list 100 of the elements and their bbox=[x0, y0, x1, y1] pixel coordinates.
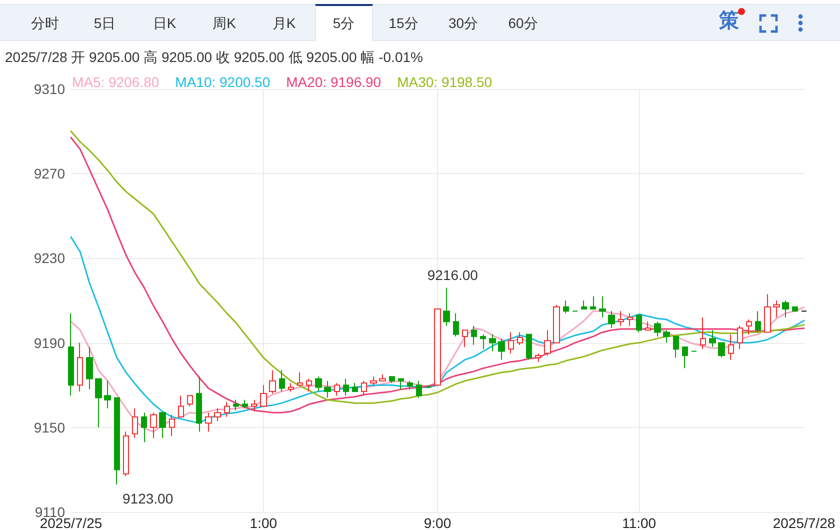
candlestick bbox=[224, 402, 230, 418]
candlestick bbox=[233, 399, 239, 411]
candlestick bbox=[407, 380, 413, 390]
candlestick bbox=[297, 372, 303, 386]
text: 30分 bbox=[448, 14, 478, 32]
candlestick bbox=[132, 408, 138, 438]
candlestick bbox=[288, 382, 294, 392]
candlestick bbox=[453, 312, 459, 337]
y-tick-label: 9150 bbox=[34, 419, 66, 436]
candlestick bbox=[517, 332, 523, 346]
candlestick bbox=[627, 312, 633, 326]
candlestick bbox=[214, 408, 221, 422]
text: 2025/7/28 开 9205.00 高 9205.00 收 9205.00 低 9205.00 幅 -0.01% bbox=[5, 49, 423, 65]
candlestick bbox=[471, 325, 477, 346]
candlestick bbox=[737, 325, 743, 350]
text: 周K bbox=[212, 14, 236, 32]
candlestick bbox=[196, 376, 202, 432]
candlestick bbox=[260, 384, 267, 407]
text: MA10: 9200.50 bbox=[175, 74, 270, 90]
x-tick-label: 1:00 bbox=[250, 515, 278, 530]
candlestick bbox=[755, 310, 761, 333]
candlestick bbox=[398, 378, 404, 390]
text: MA30: 9198.50 bbox=[397, 74, 492, 90]
candlestick bbox=[104, 380, 111, 409]
candlestick bbox=[608, 310, 615, 328]
candlestick bbox=[673, 336, 679, 358]
candlestick bbox=[370, 376, 377, 386]
y-tick-label: 9270 bbox=[34, 166, 66, 182]
candlestick bbox=[563, 300, 569, 314]
candlestick bbox=[306, 378, 312, 392]
candlestick bbox=[700, 316, 706, 350]
y-tick-label: 9310 bbox=[34, 81, 66, 97]
candlestick bbox=[663, 330, 670, 344]
candlestick bbox=[187, 395, 193, 407]
candlestick bbox=[535, 352, 541, 362]
candlestick bbox=[728, 334, 734, 360]
candlestick bbox=[792, 306, 798, 312]
text: 日K bbox=[152, 14, 176, 32]
candlestick bbox=[618, 310, 624, 326]
candlestick bbox=[159, 412, 166, 438]
annotation: 9216.00 bbox=[427, 266, 478, 283]
candlestick bbox=[709, 330, 716, 348]
x-tick-label: 2025/7/28 bbox=[772, 515, 836, 530]
y-tick-label: 9190 bbox=[34, 334, 66, 351]
candlestick bbox=[279, 370, 285, 392]
candlestick bbox=[352, 382, 358, 392]
candlestick bbox=[746, 319, 752, 335]
candlestick bbox=[581, 300, 587, 310]
candlestick bbox=[416, 380, 422, 398]
candlestick bbox=[141, 412, 147, 443]
text: 分时 bbox=[31, 14, 59, 32]
text: 60分 bbox=[508, 14, 538, 32]
candlestick bbox=[315, 376, 322, 392]
candlestick bbox=[489, 334, 496, 352]
candlestick bbox=[526, 334, 532, 360]
text: MA5: 9206.80 bbox=[72, 74, 160, 90]
candlestick bbox=[242, 399, 248, 409]
candlestick bbox=[123, 431, 129, 477]
candlestick bbox=[590, 296, 596, 310]
candlestick bbox=[682, 346, 688, 369]
candlestick bbox=[389, 376, 395, 384]
annotation: 9123.00 bbox=[122, 490, 174, 507]
candlestick bbox=[334, 382, 340, 396]
text: 策 bbox=[719, 9, 739, 33]
candlestick bbox=[773, 300, 780, 318]
candlestick bbox=[205, 412, 212, 432]
candlestick bbox=[343, 378, 349, 396]
text: 5日 bbox=[94, 14, 116, 32]
candlestick bbox=[425, 384, 432, 388]
candlestick bbox=[269, 370, 276, 394]
candlestick bbox=[251, 399, 257, 411]
line-series bbox=[70, 236, 805, 424]
candlestick bbox=[599, 296, 606, 318]
candlestick bbox=[114, 397, 120, 486]
candlestick bbox=[324, 380, 331, 398]
candlestick bbox=[178, 395, 184, 418]
candlestick bbox=[434, 308, 441, 386]
candlestick bbox=[361, 380, 367, 396]
candlestick bbox=[379, 374, 386, 382]
candlestick bbox=[462, 330, 468, 348]
text: 月K bbox=[272, 14, 296, 32]
text: 5分 bbox=[332, 14, 355, 32]
candlestick bbox=[150, 412, 157, 438]
candlestick bbox=[86, 346, 93, 390]
candlestick bbox=[654, 321, 661, 337]
text: 15分 bbox=[388, 14, 418, 32]
candlestick bbox=[636, 314, 642, 333]
text: MA20: 9196.90 bbox=[286, 74, 382, 90]
candlestick bbox=[77, 342, 83, 392]
candlestick bbox=[544, 330, 551, 356]
y-tick-label: 9230 bbox=[34, 250, 66, 266]
x-tick-label: 9:00 bbox=[424, 515, 452, 530]
candlestick bbox=[553, 304, 560, 344]
candlestick bbox=[498, 338, 505, 360]
candlestick bbox=[718, 342, 725, 358]
candlestick bbox=[68, 312, 74, 396]
candlestick bbox=[480, 334, 486, 350]
x-tick-label: 11:00 bbox=[622, 515, 656, 530]
candlestick bbox=[782, 300, 789, 318]
candlestick bbox=[645, 321, 651, 331]
